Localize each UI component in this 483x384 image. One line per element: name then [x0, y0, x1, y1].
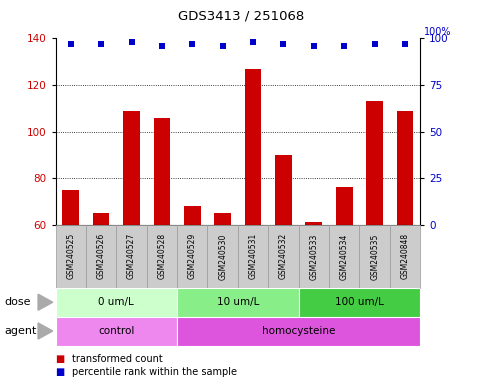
Point	[158, 43, 166, 49]
Point	[128, 39, 135, 45]
Point	[371, 41, 379, 47]
Point	[219, 43, 227, 49]
Bar	[275, 155, 292, 225]
Text: ■: ■	[56, 367, 65, 377]
Text: GSM240529: GSM240529	[188, 233, 197, 280]
Bar	[154, 118, 170, 225]
Bar	[397, 111, 413, 225]
Bar	[177, 288, 298, 317]
Point	[280, 41, 287, 47]
Text: GSM240533: GSM240533	[309, 233, 318, 280]
Text: GSM240532: GSM240532	[279, 233, 288, 280]
Bar	[214, 213, 231, 225]
Point	[188, 41, 196, 47]
Text: GSM240525: GSM240525	[66, 233, 75, 280]
Text: 10 um/L: 10 um/L	[217, 297, 259, 308]
Bar	[298, 288, 420, 317]
Bar	[56, 288, 177, 317]
Text: transformed count: transformed count	[72, 354, 163, 364]
Bar	[123, 111, 140, 225]
Bar	[298, 225, 329, 288]
Text: GDS3413 / 251068: GDS3413 / 251068	[178, 10, 305, 23]
Text: agent: agent	[5, 326, 37, 336]
Point	[341, 43, 348, 49]
Point	[401, 41, 409, 47]
Text: GSM240530: GSM240530	[218, 233, 227, 280]
Bar	[329, 225, 359, 288]
Polygon shape	[38, 294, 53, 310]
Bar	[390, 225, 420, 288]
Text: control: control	[98, 326, 134, 336]
Bar	[116, 225, 147, 288]
Bar	[56, 225, 86, 288]
Text: 100%: 100%	[424, 26, 451, 36]
Text: 100 um/L: 100 um/L	[335, 297, 384, 308]
Text: dose: dose	[5, 297, 31, 308]
Text: GSM240526: GSM240526	[97, 233, 106, 280]
Bar	[268, 225, 298, 288]
Text: ■: ■	[56, 354, 65, 364]
Point	[249, 39, 257, 45]
Bar	[56, 317, 177, 346]
Text: GSM240534: GSM240534	[340, 233, 349, 280]
Point	[97, 41, 105, 47]
Bar	[177, 225, 208, 288]
Text: homocysteine: homocysteine	[262, 326, 335, 336]
Bar	[359, 225, 390, 288]
Bar	[208, 225, 238, 288]
Point	[67, 41, 74, 47]
Point	[310, 43, 318, 49]
Bar	[184, 206, 200, 225]
Bar	[86, 225, 116, 288]
Bar	[93, 213, 110, 225]
Text: GSM240527: GSM240527	[127, 233, 136, 280]
Text: GSM240848: GSM240848	[400, 233, 410, 280]
Bar	[245, 69, 261, 225]
Text: percentile rank within the sample: percentile rank within the sample	[72, 367, 238, 377]
Bar	[305, 222, 322, 225]
Text: GSM240528: GSM240528	[157, 233, 167, 280]
Text: 0 um/L: 0 um/L	[99, 297, 134, 308]
Text: GSM240535: GSM240535	[370, 233, 379, 280]
Bar	[366, 101, 383, 225]
Bar	[177, 317, 420, 346]
Polygon shape	[38, 323, 53, 339]
Bar	[147, 225, 177, 288]
Bar	[238, 225, 268, 288]
Bar	[62, 190, 79, 225]
Bar	[336, 187, 353, 225]
Text: GSM240531: GSM240531	[249, 233, 257, 280]
